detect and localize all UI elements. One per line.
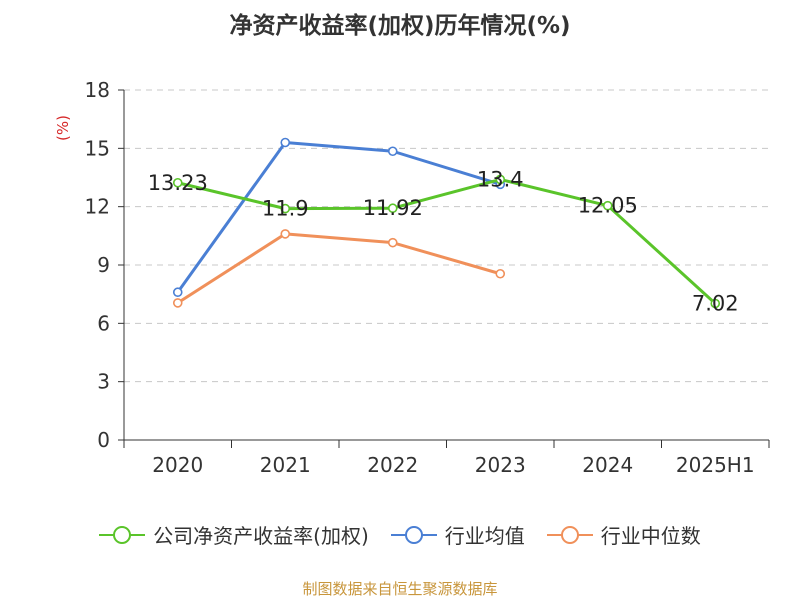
data-point [387, 146, 398, 157]
data-point [495, 174, 506, 185]
y-axis-label: (%) [54, 115, 72, 141]
legend: 公司净资产收益率(加权) 行业均值 行业中位数 [0, 520, 800, 549]
data-point [280, 203, 291, 214]
data-point [710, 298, 721, 309]
series-line [177, 177, 717, 305]
legend-item-industry-median[interactable]: 行业中位数 [546, 520, 701, 549]
data-point [280, 229, 291, 239]
legend-marker-company-roe [99, 525, 146, 544]
series-line [176, 232, 501, 305]
y-tick-label: 0 [97, 428, 110, 452]
data-point [172, 287, 183, 298]
data-point [387, 203, 398, 214]
legend-marker-industry-median [546, 525, 593, 544]
y-tick-label: 3 [97, 370, 110, 394]
data-point [172, 177, 183, 188]
data-point [280, 137, 291, 148]
x-tick-label: 2022 [367, 453, 418, 477]
legend-marker-industry-mean [390, 525, 437, 544]
y-tick-label: 12 [85, 195, 110, 219]
data-label: 13.4 [477, 167, 524, 191]
legend-label-industry-mean: 行业均值 [444, 524, 525, 548]
x-tick-label: 2023 [475, 453, 526, 477]
y-tick-label: 9 [97, 253, 110, 277]
y-tick-label: 15 [85, 136, 110, 160]
x-tick-label: 2021 [260, 453, 311, 477]
legend-item-industry-mean[interactable]: 行业均值 [390, 520, 525, 549]
legend-label-company-roe: 公司净资产收益率(加权) [153, 524, 369, 548]
y-tick-label: 18 [85, 78, 110, 102]
data-label: 11.9 [262, 197, 309, 221]
y-tick-label: 6 [97, 311, 110, 335]
data-label: 13.23 [148, 171, 208, 195]
series-line [176, 141, 501, 294]
data-source-note: 制图数据来自恒生聚源数据库 [302, 580, 498, 598]
data-point [602, 200, 613, 211]
legend-label-industry-median: 行业中位数 [600, 524, 701, 548]
x-tick-label: 2020 [152, 453, 203, 477]
chart-title: 净资产收益率(加权)历年情况(%) [229, 13, 571, 39]
x-tick-label: 2025H1 [676, 453, 755, 477]
data-point [495, 268, 506, 279]
data-point [387, 237, 398, 248]
data-label: 7.02 [692, 292, 739, 316]
x-tick-label: 2024 [582, 453, 633, 477]
legend-item-company-roe[interactable]: 公司净资产收益率(加权) [99, 520, 369, 549]
data-label: 12.05 [578, 194, 638, 218]
data-point [172, 298, 183, 308]
data-label: 11.92 [363, 196, 423, 220]
